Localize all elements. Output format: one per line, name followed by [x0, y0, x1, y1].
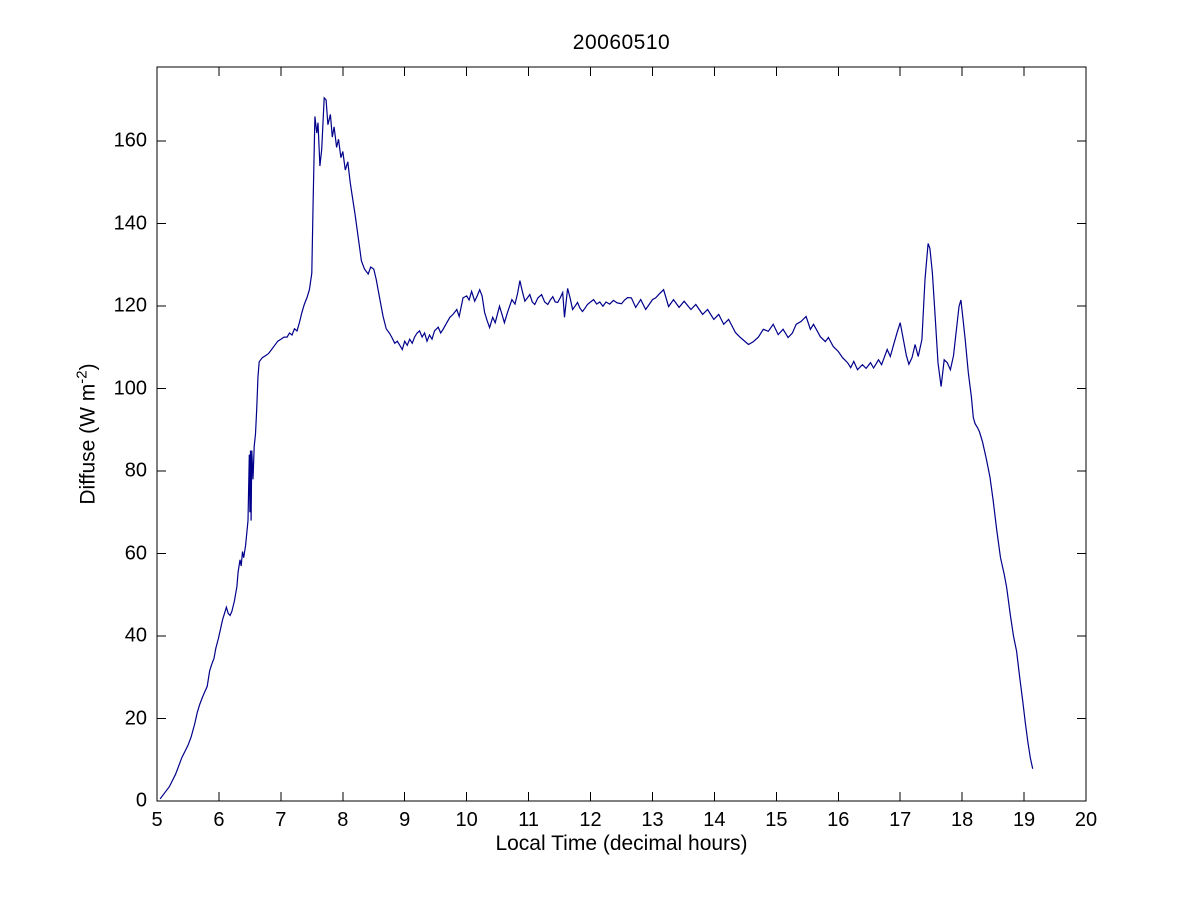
x-tick-label: 18	[951, 809, 974, 831]
chart-title: 20060510	[572, 31, 671, 54]
x-tick-label: 7	[275, 809, 287, 831]
y-tick-label: 0	[135, 789, 147, 812]
y-tick-label: 140	[113, 212, 147, 235]
y-axis-label-close: )	[76, 363, 100, 371]
x-tick-label: 15	[765, 809, 788, 831]
x-tick-label: 10	[455, 809, 478, 831]
x-tick-label: 12	[579, 809, 602, 831]
data-line-diffuse-irradiance	[159, 96, 1034, 800]
x-axis-label: Local Time (decimal hours)	[495, 832, 748, 855]
y-tick-label: 120	[113, 294, 147, 317]
y-tick-label: 40	[124, 624, 147, 647]
x-tick-label: 11	[518, 809, 539, 831]
axes-box	[156, 66, 1087, 802]
y-tick-label: 80	[124, 459, 147, 482]
x-tick-label: 14	[703, 809, 726, 831]
x-tick-label: 8	[337, 809, 349, 831]
y-axis-label-text: Diffuse (W m	[76, 383, 100, 505]
x-tick-label: 20	[1074, 809, 1098, 831]
y-tick-label: 100	[113, 377, 147, 400]
y-tick-label: 160	[113, 129, 147, 152]
y-tick-label: 20	[124, 707, 147, 730]
x-tick-label: 17	[889, 809, 912, 831]
x-tick-label: 19	[1012, 809, 1036, 831]
x-tick-label: 9	[399, 809, 411, 831]
x-tick-label: 6	[213, 809, 225, 831]
x-tick-label: 5	[151, 809, 163, 831]
x-tick-label: 16	[827, 809, 850, 831]
y-tick-label: 60	[124, 542, 147, 565]
x-tick-label: 13	[641, 809, 664, 831]
